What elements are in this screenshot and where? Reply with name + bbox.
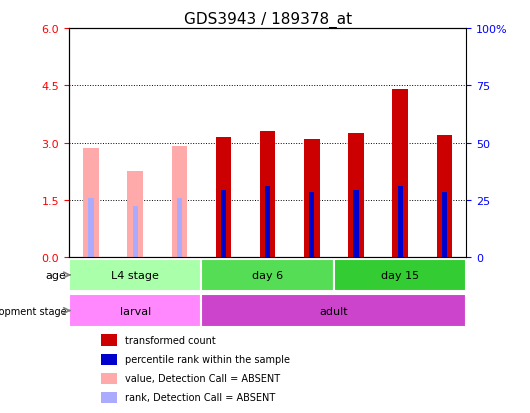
- Bar: [348, 134, 364, 257]
- Text: age: age: [46, 270, 67, 280]
- Text: adult: adult: [320, 306, 348, 316]
- FancyBboxPatch shape: [69, 295, 201, 327]
- Bar: [437, 135, 452, 257]
- Bar: [354, 191, 359, 257]
- FancyBboxPatch shape: [69, 259, 201, 291]
- Bar: [216, 138, 231, 257]
- Title: GDS3943 / 189378_at: GDS3943 / 189378_at: [183, 12, 352, 28]
- Bar: [101, 373, 117, 384]
- Bar: [127, 172, 143, 257]
- Bar: [304, 139, 320, 257]
- Text: transformed count: transformed count: [125, 335, 215, 345]
- Bar: [132, 206, 138, 257]
- Text: larval: larval: [120, 306, 151, 316]
- Text: day 6: day 6: [252, 270, 283, 280]
- Bar: [260, 132, 276, 257]
- Bar: [441, 193, 447, 257]
- Bar: [398, 187, 403, 257]
- Text: development stage: development stage: [0, 306, 67, 316]
- Text: day 15: day 15: [381, 270, 419, 280]
- Text: L4 stage: L4 stage: [111, 270, 159, 280]
- Bar: [176, 198, 182, 257]
- Bar: [101, 354, 117, 365]
- Bar: [172, 147, 187, 257]
- Bar: [101, 392, 117, 403]
- Bar: [89, 198, 94, 257]
- Bar: [83, 149, 99, 257]
- Text: rank, Detection Call = ABSENT: rank, Detection Call = ABSENT: [125, 392, 275, 402]
- Text: value, Detection Call = ABSENT: value, Detection Call = ABSENT: [125, 373, 280, 383]
- Bar: [265, 187, 270, 257]
- Bar: [101, 335, 117, 346]
- Text: percentile rank within the sample: percentile rank within the sample: [125, 354, 289, 364]
- Bar: [221, 191, 226, 257]
- FancyBboxPatch shape: [201, 259, 334, 291]
- FancyBboxPatch shape: [334, 259, 466, 291]
- Bar: [392, 90, 408, 257]
- Bar: [309, 193, 314, 257]
- FancyBboxPatch shape: [201, 295, 466, 327]
